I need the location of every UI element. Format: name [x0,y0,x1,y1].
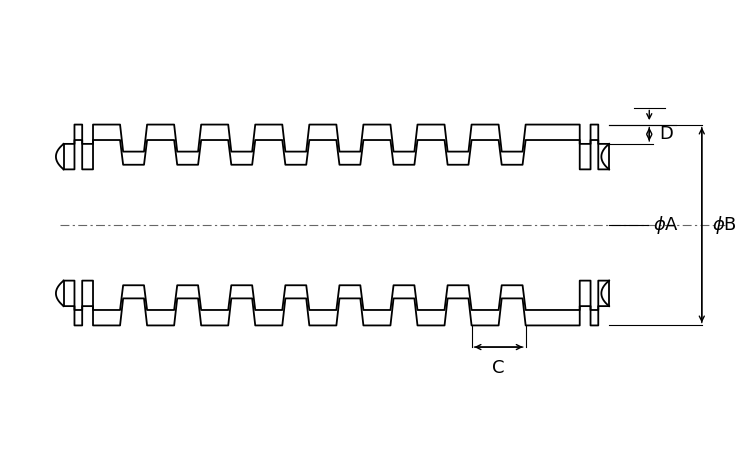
Text: C: C [492,359,505,377]
Text: $\phi$B: $\phi$B [712,214,736,236]
Text: D: D [659,125,674,143]
Text: $\phi$A: $\phi$A [653,214,680,236]
